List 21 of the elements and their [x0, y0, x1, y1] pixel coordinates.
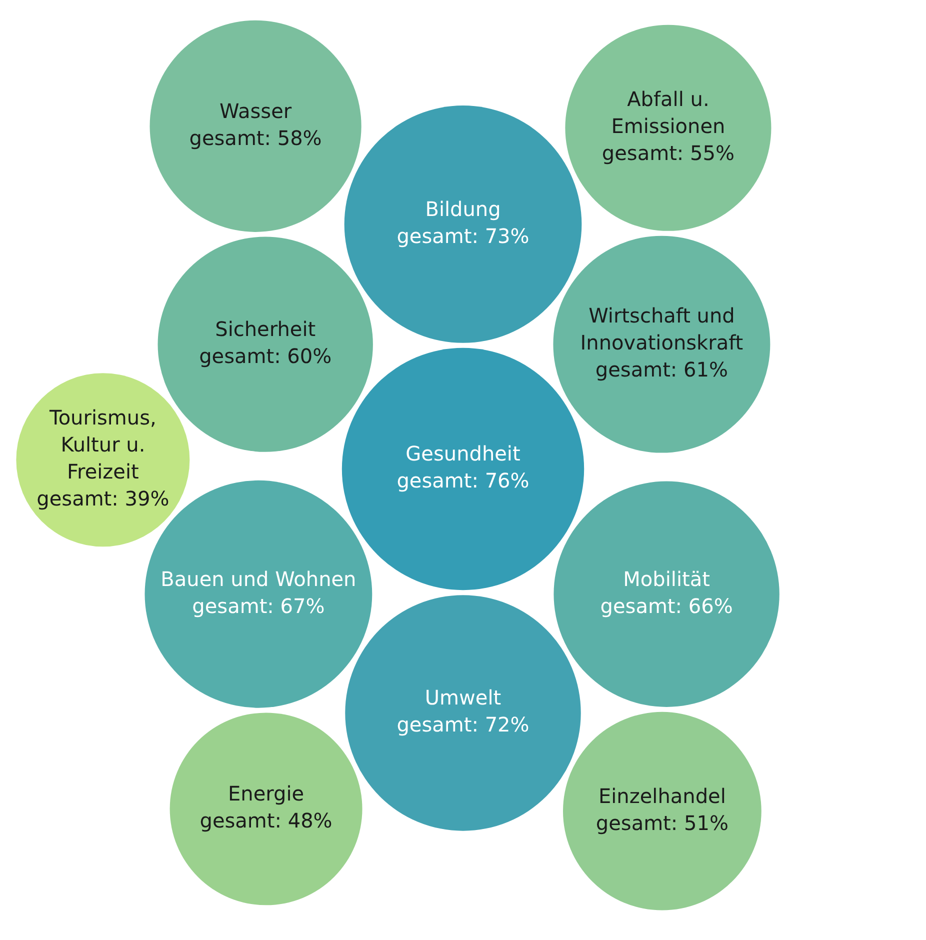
data-label: gesamt: 60% [199, 344, 332, 368]
category-label: Bildung [425, 196, 501, 221]
category-label: Wasser [219, 98, 292, 123]
data-label: gesamt: 76% [396, 468, 530, 493]
data-label: gesamt: 55% [602, 141, 734, 166]
data-label: gesamt: 67% [192, 594, 325, 618]
category-label: Umwelt [424, 686, 502, 710]
category-label: Bauen und Wohnen [160, 566, 356, 591]
data-label: gesamt: 61% [595, 358, 728, 382]
category-label: Einzelhandel [598, 784, 726, 808]
category-label: Mobilität [623, 566, 710, 591]
data-label: gesamt: 48% [200, 808, 332, 833]
data-label: gesamt: 66% [600, 594, 733, 618]
data-label: gesamt: 72% [396, 712, 530, 737]
data-label: gesamt: 39% [36, 486, 170, 511]
data-label: gesamt: 51% [596, 810, 728, 835]
category-label: Energie [228, 782, 304, 806]
category-label: Gesundheit [406, 442, 520, 466]
category-label: Sicherheit [215, 317, 316, 342]
data-label: gesamt: 58% [189, 126, 322, 150]
data-label: gesamt: 73% [396, 224, 530, 248]
